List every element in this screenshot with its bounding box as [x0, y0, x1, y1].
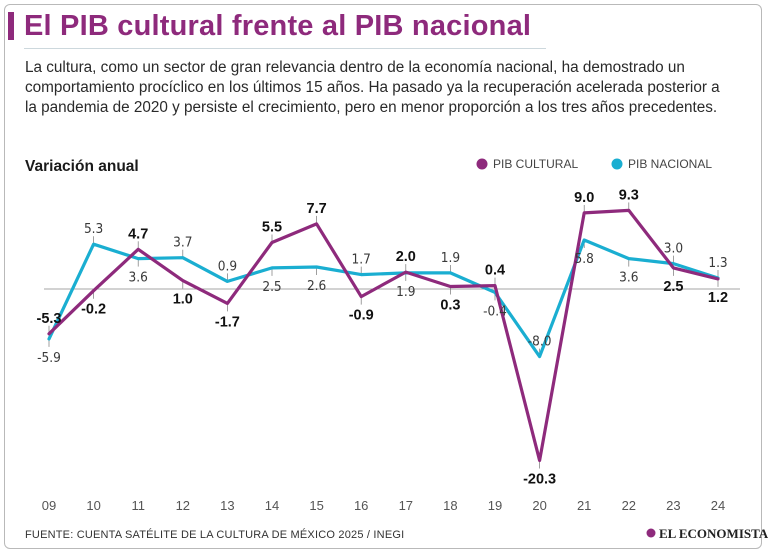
data-label-cultural-17: 2.0 [396, 249, 416, 265]
x-tick-label-14: 14 [265, 498, 279, 513]
x-tick-label-16: 16 [354, 498, 368, 513]
x-tick-label-10: 10 [86, 498, 100, 513]
x-tick-label-23: 23 [666, 498, 680, 513]
data-label-nacional-10: 5.3 [84, 221, 103, 237]
data-label-cultural-10: -0.2 [81, 302, 106, 318]
title-divider [24, 48, 546, 49]
series-line-nacional [47, 238, 720, 359]
infographic-card [4, 4, 762, 549]
data-label-cultural-23: 2.5 [663, 279, 683, 295]
x-tick-label-11: 11 [131, 498, 145, 513]
data-label-cultural-18: 0.3 [440, 297, 460, 313]
data-label-cultural-22: 9.3 [619, 187, 639, 203]
data-label-cultural-16: -0.9 [349, 308, 374, 324]
page-title: El PIB cultural frente al PIB nacional [24, 10, 532, 42]
data-label-nacional-19: -0.4 [483, 303, 507, 319]
data-label-cultural-20: -20.3 [523, 472, 556, 488]
data-label-nacional-09: -5.9 [37, 350, 61, 366]
data-label-nacional-21: 5.8 [575, 251, 594, 267]
x-tick-label-24: 24 [711, 498, 725, 513]
x-tick-label-15: 15 [309, 498, 323, 513]
data-label-nacional-12: 3.7 [173, 235, 192, 251]
data-label-cultural-24: 1.2 [708, 290, 728, 306]
data-label-cultural-14: 5.5 [262, 220, 282, 236]
data-label-cultural-13: -1.7 [215, 314, 240, 330]
x-tick-label-22: 22 [622, 498, 636, 513]
data-label-nacional-14: 2.5 [262, 279, 281, 295]
x-tick-label-13: 13 [220, 498, 234, 513]
data-label-nacional-11: 3.6 [129, 270, 148, 286]
intro-paragraph: La cultura, como un sector de gran relev… [25, 59, 720, 116]
x-tick-label-17: 17 [399, 498, 413, 513]
data-label-nacional-15: 2.6 [307, 278, 326, 294]
x-tick-label-21: 21 [577, 498, 591, 513]
data-label-nacional-23: 3.0 [664, 241, 683, 257]
data-label-nacional-24: 1.3 [708, 255, 727, 271]
data-label-nacional-16: 1.7 [352, 252, 371, 268]
data-label-nacional-20: -8.0 [528, 334, 552, 350]
series-line-cultural [47, 208, 720, 463]
data-label-nacional-13: 0.9 [218, 258, 237, 274]
data-label-nacional-17: 1.9 [396, 284, 415, 300]
data-label-cultural-12: 1.0 [173, 292, 193, 308]
data-label-cultural-09: -5.3 [37, 311, 62, 327]
legend-label-cultural: PIB CULTURAL [493, 157, 578, 171]
x-tick-label-18: 18 [443, 498, 457, 513]
x-tick-label-12: 12 [176, 498, 190, 513]
legend-label-nacional: PIB NACIONAL [628, 157, 712, 171]
chart-subtitle: Variación anual [25, 158, 139, 175]
data-label-cultural-11: 4.7 [128, 226, 148, 242]
source-note: FUENTE: CUENTA SATÉLITE DE LA CULTURA DE… [25, 528, 404, 541]
data-label-cultural-19: 0.4 [485, 263, 505, 279]
data-label-nacional-18: 1.9 [441, 250, 460, 266]
title-accent-bar [8, 12, 14, 40]
data-label-nacional-22: 3.6 [619, 270, 638, 286]
x-tick-label-09: 09 [42, 498, 56, 513]
legend-marker-cultural [476, 158, 488, 170]
legend-marker-nacional [611, 158, 623, 170]
data-label-cultural-15: 7.7 [307, 201, 327, 217]
x-tick-label-20: 20 [532, 498, 546, 513]
data-label-cultural-21: 9.0 [574, 190, 594, 206]
x-tick-label-19: 19 [488, 498, 502, 513]
logo-icon [646, 528, 656, 538]
brand-logo: EL ECONOMISTA [659, 526, 768, 541]
